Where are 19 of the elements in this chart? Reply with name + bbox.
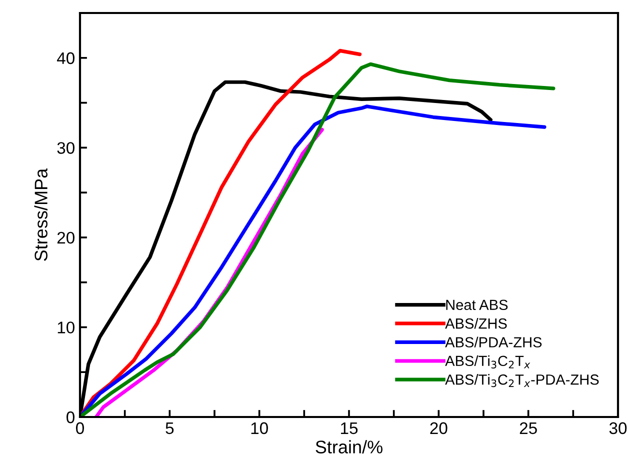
- x-tick-label: 10: [251, 422, 268, 434]
- y-axis-title: Stress/MPa: [34, 168, 48, 261]
- y-tick-label: 20: [57, 232, 74, 244]
- legend-label: ABS/ZHS: [445, 318, 507, 329]
- y-tick-label: 0: [66, 411, 74, 424]
- x-tick-label: 25: [520, 422, 537, 434]
- y-tick-label: 40: [56, 52, 74, 64]
- x-tick-label: 20: [430, 422, 448, 434]
- x-tick-label: 15: [341, 422, 358, 434]
- x-tick-label: 5: [166, 422, 174, 434]
- x-axis-title: Strain/%: [316, 440, 382, 454]
- x-tick-label: 0: [76, 422, 84, 434]
- legend-label: ABS/Ti$_{3}$C$_{2}$T$_{x}$-PDA-ZHS: [445, 374, 599, 388]
- legend-label: ABS/Ti$_{3}$C$_{2}$T$_{x}$: [445, 355, 530, 368]
- y-tick-label: 10: [58, 322, 74, 334]
- x-tick-label: 30: [609, 422, 627, 434]
- legend-label: ABS/PDA-ZHS: [445, 336, 542, 348]
- y-tick-label: 30: [57, 142, 74, 154]
- legend-label: Neat ABS: [446, 300, 508, 310]
